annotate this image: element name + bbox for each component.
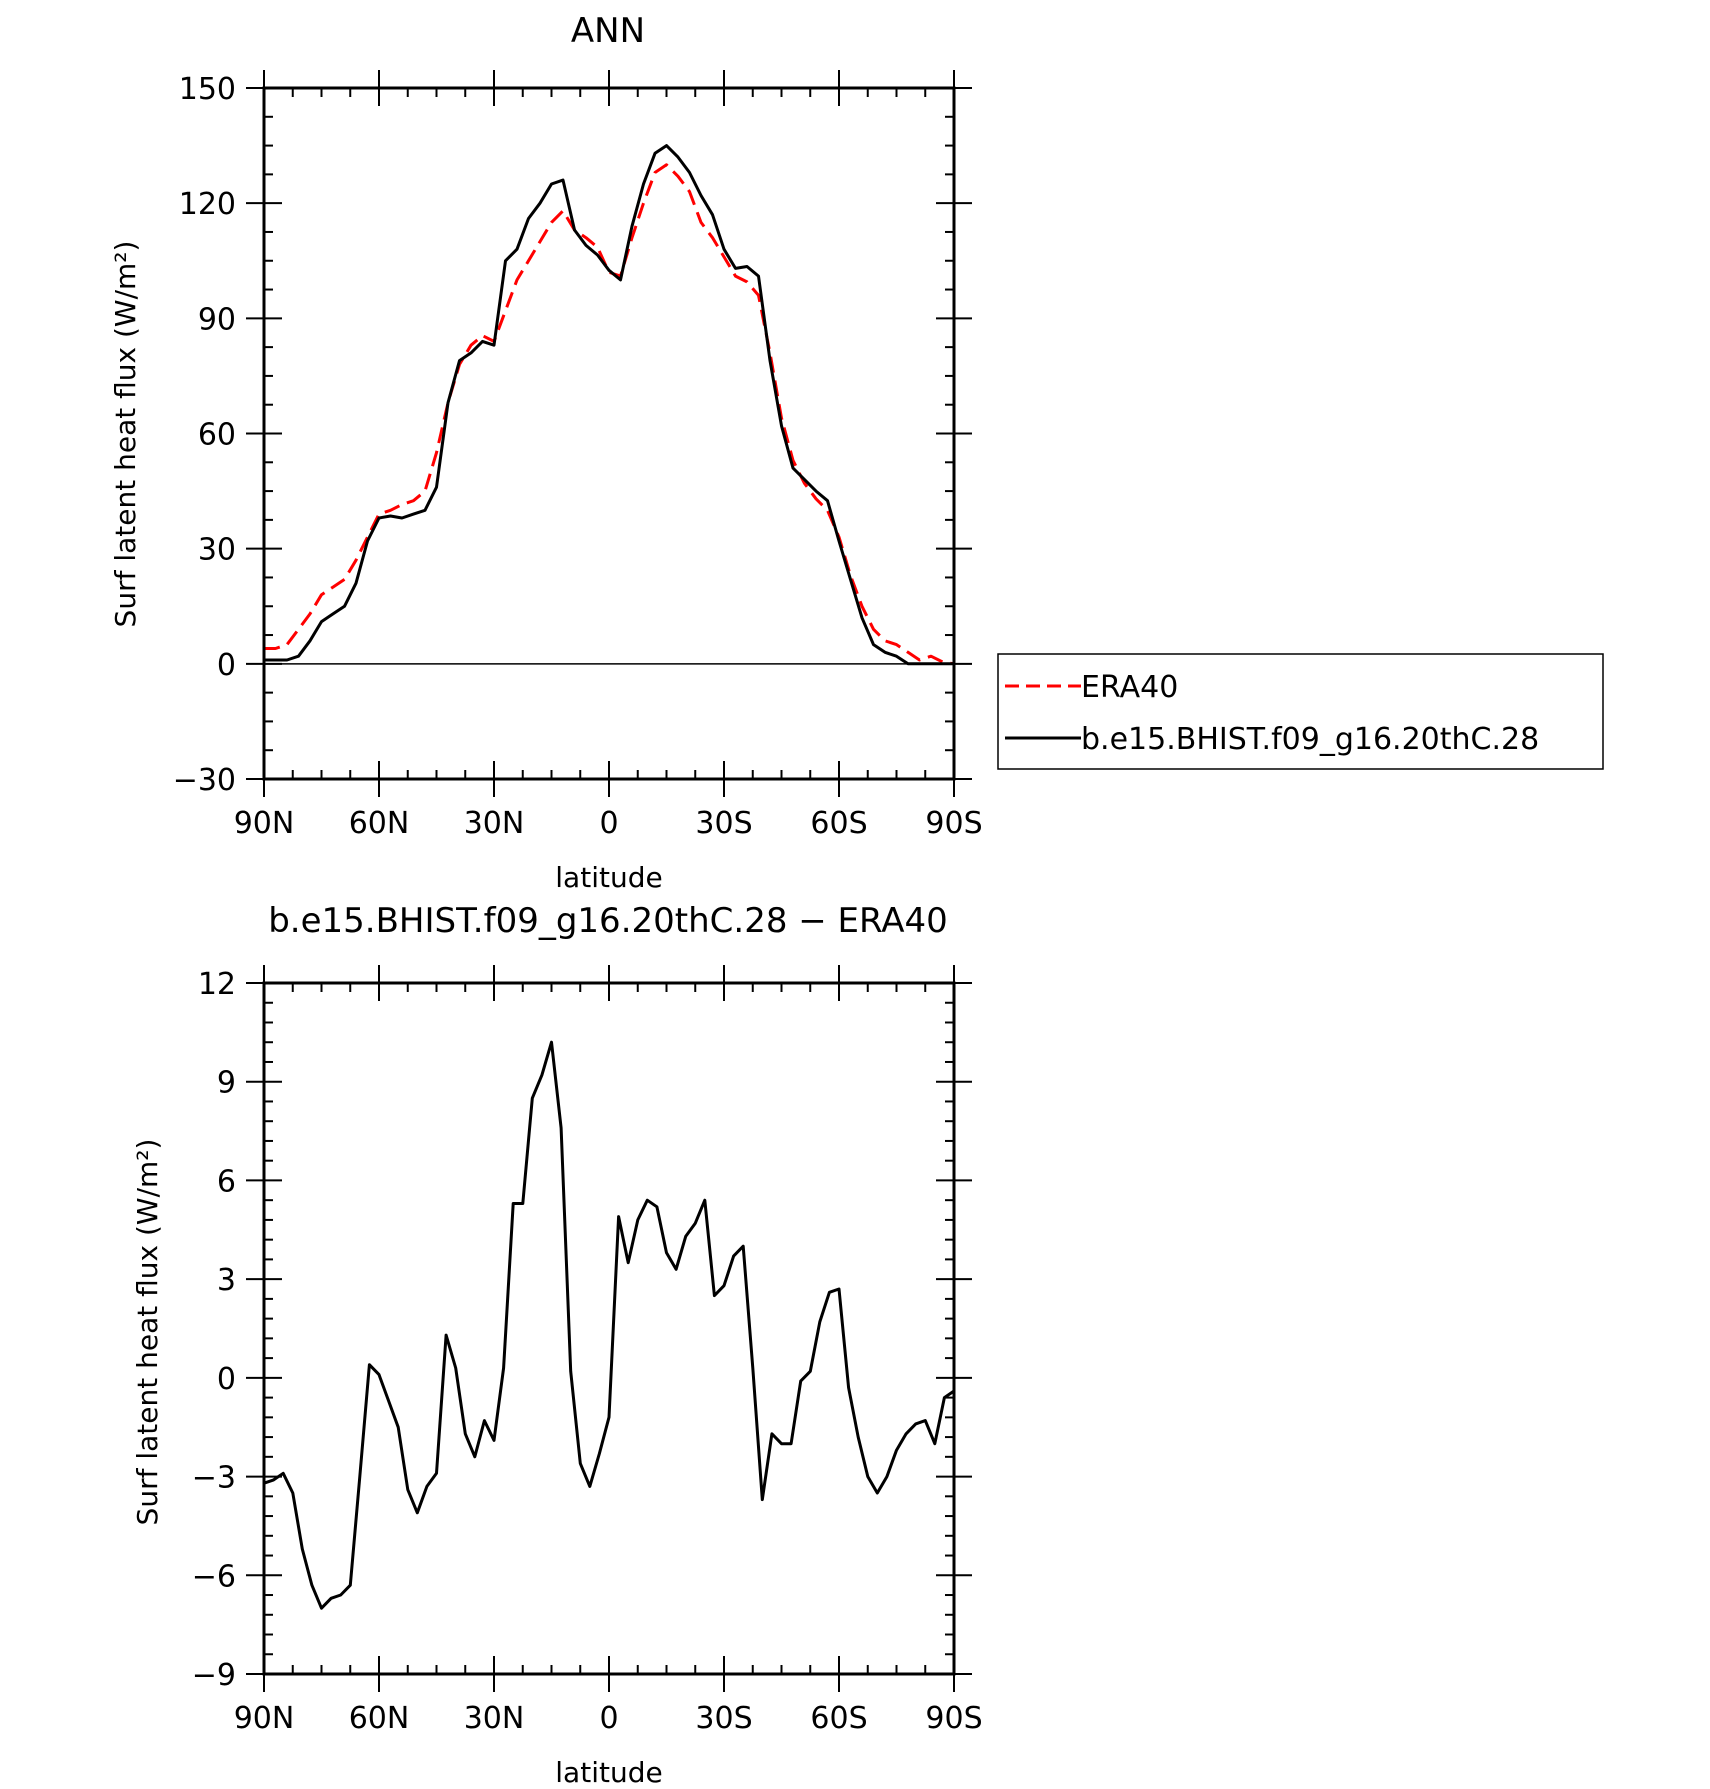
bottom-chart-ytick-label: 3 xyxy=(217,1263,236,1298)
legend: ERA40 b.e15.BHIST.f09_g16.20thC.28 xyxy=(997,653,1604,770)
bottom-chart-xtick-labels: 90N 60N 30N 0 30S 60S 90S xyxy=(234,1701,983,1736)
top-chart-series-line-b-e15-bhist-f09-g16-20thc-28 xyxy=(264,144,954,666)
bottom-chart-ytick-label: 9 xyxy=(217,1066,236,1101)
top-chart-ytick-labels: 150 120 90 60 30 0 −30 xyxy=(173,72,236,798)
top-chart-ytick-label: 60 xyxy=(198,418,236,453)
legend-label-era40: ERA40 xyxy=(1081,670,1178,705)
bottom-chart-series-line-0 xyxy=(263,1040,955,1610)
bottom-chart-ytick-label: −3 xyxy=(192,1461,236,1496)
top-chart-xtick-labels: 90N 60N 30N 0 30S 60S 90S xyxy=(234,806,983,841)
top-chart-xtick-label: 60S xyxy=(810,806,867,841)
bottom-chart-ytick-label: −6 xyxy=(192,1559,236,1594)
top-chart-xtick-label: 30N xyxy=(464,806,525,841)
top-chart-series-group xyxy=(264,144,955,666)
top-chart-ylabel: Surf latent heat flux (W/m²) xyxy=(109,241,142,628)
top-chart-ytick-label: 30 xyxy=(198,533,236,568)
bottom-chart-frame xyxy=(262,981,956,1676)
bottom-chart-xtick-label: 30S xyxy=(695,1701,752,1736)
top-chart-ytick-label: 0 xyxy=(217,648,236,683)
top-chart-title: ANN xyxy=(571,11,645,51)
bottom-chart-xtick-label: 60S xyxy=(810,1701,867,1736)
bottom-chart-xtick-label: 30N xyxy=(464,1701,525,1736)
bottom-chart-ytick-label: −9 xyxy=(192,1658,236,1693)
top-chart-ytick-label: 150 xyxy=(179,72,236,107)
bottom-chart-ylabel: Surf latent heat flux (W/m²) xyxy=(131,1139,164,1526)
top-chart-xtick-label: 30S xyxy=(695,806,752,841)
bottom-chart-xtick-label: 60N xyxy=(349,1701,410,1736)
top-chart-series-line-era40 xyxy=(264,163,955,666)
top-chart-xtick-label: 60N xyxy=(349,806,410,841)
bottom-chart-xtick-label: 90S xyxy=(925,1701,982,1736)
bottom-chart-title: b.e15.BHIST.f09_g16.20thC.28 − ERA40 xyxy=(268,901,948,941)
bottom-chart-ticks xyxy=(246,965,972,1692)
bottom-chart-ytick-label: 6 xyxy=(217,1164,236,1199)
top-chart-frame xyxy=(262,86,956,781)
top-chart-ytick-label: 90 xyxy=(198,302,236,337)
bottom-panel: b.e15.BHIST.f09_g16.20thC.28 − ERA40 12 9… xyxy=(131,901,983,1789)
top-chart-ticks xyxy=(246,70,972,797)
bottom-chart-xlabel: latitude xyxy=(555,1756,662,1789)
bottom-chart-ytick-label: 0 xyxy=(217,1362,236,1397)
top-chart-xtick-label: 90S xyxy=(925,806,982,841)
bottom-chart-series-group xyxy=(263,1040,955,1610)
bottom-chart-xtick-label: 0 xyxy=(599,1701,618,1736)
legend-label-model: b.e15.BHIST.f09_g16.20thC.28 xyxy=(1081,722,1539,757)
legend-box xyxy=(997,653,1604,770)
top-chart-ytick-label: 120 xyxy=(179,187,236,222)
top-chart-xlabel: latitude xyxy=(555,861,662,894)
bottom-chart-ytick-labels: 12 9 6 3 0 −3 −6 −9 xyxy=(192,967,236,1693)
top-chart-ytick-label: −30 xyxy=(173,763,236,798)
bottom-chart-ytick-label: 12 xyxy=(198,967,236,1002)
bottom-chart-xtick-label: 90N xyxy=(234,1701,295,1736)
top-panel: ANN 150 120 90 60 30 0 −30 90N 60N 30N 0 30S 60S 90S… xyxy=(109,11,983,894)
top-chart-xtick-label: 0 xyxy=(599,806,618,841)
top-chart-xtick-label: 90N xyxy=(234,806,295,841)
